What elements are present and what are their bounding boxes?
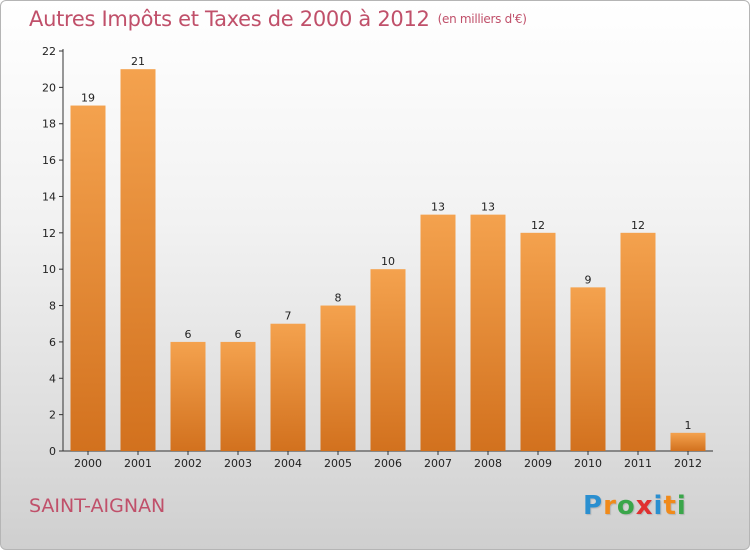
x-tick-label: 2012 <box>674 457 702 470</box>
y-tick-label: 8 <box>49 300 56 313</box>
bar-value-label: 6 <box>235 328 242 341</box>
y-tick-label: 2 <box>49 409 56 422</box>
x-tick-label: 2002 <box>174 457 202 470</box>
brand-logo-letter: r <box>603 491 617 521</box>
brand-logo-letter: P <box>583 491 604 521</box>
x-tick-label: 2004 <box>274 457 302 470</box>
bar-value-label: 10 <box>381 255 395 268</box>
bar <box>470 214 506 451</box>
x-tick-label: 2011 <box>624 457 652 470</box>
bar <box>270 323 306 451</box>
bar <box>70 105 106 451</box>
bar <box>420 214 456 451</box>
brand-logo: Proxiti <box>583 491 687 521</box>
y-tick-label: 20 <box>42 81 56 94</box>
brand-logo-letter: x <box>635 491 654 521</box>
bar-value-label: 1 <box>685 419 692 432</box>
y-tick-label: 0 <box>49 445 56 458</box>
x-tick-label: 2005 <box>324 457 352 470</box>
bar <box>120 69 156 451</box>
y-tick-label: 10 <box>42 263 56 276</box>
chart-title: Autres Impôts et Taxes de 2000 à 2012 (en… <box>29 7 527 31</box>
x-tick-label: 2007 <box>424 457 452 470</box>
bar <box>170 341 206 451</box>
bar <box>220 341 256 451</box>
y-tick-label: 14 <box>42 190 56 203</box>
y-tick-label: 4 <box>49 372 56 385</box>
y-tick-label: 18 <box>42 118 56 131</box>
bar <box>520 232 556 451</box>
bar <box>370 269 406 451</box>
x-tick-label: 2001 <box>124 457 152 470</box>
bar <box>670 432 706 451</box>
chart-unit: (en milliers d'€) <box>437 12 527 26</box>
commune-name: SAINT-AIGNAN <box>29 495 166 517</box>
x-tick-label: 2009 <box>524 457 552 470</box>
brand-logo-letter: i <box>653 491 664 521</box>
chart-title-text: Autres Impôts et Taxes de 2000 à 2012 <box>29 7 430 31</box>
brand-logo-letter: t <box>663 491 677 521</box>
brand-logo-letter: o <box>616 491 636 521</box>
bar-value-label: 7 <box>285 310 292 323</box>
bar-value-label: 13 <box>481 201 495 214</box>
y-tick-label: 16 <box>42 154 56 167</box>
bar <box>570 287 606 451</box>
bar-value-label: 12 <box>631 219 645 232</box>
bar-value-label: 8 <box>335 292 342 305</box>
brand-logo-letter: i <box>676 491 687 521</box>
bar-value-label: 19 <box>81 92 95 105</box>
bar <box>320 305 356 451</box>
y-tick-label: 12 <box>42 227 56 240</box>
bar-value-label: 9 <box>585 273 592 286</box>
bar <box>620 232 656 451</box>
x-tick-label: 2006 <box>374 457 402 470</box>
x-tick-label: 2003 <box>224 457 252 470</box>
bar-value-label: 6 <box>185 328 192 341</box>
x-tick-label: 2000 <box>74 457 102 470</box>
x-tick-label: 2010 <box>574 457 602 470</box>
bar-value-label: 12 <box>531 219 545 232</box>
bar-value-label: 13 <box>431 201 445 214</box>
y-tick-label: 22 <box>42 45 56 58</box>
y-tick-label: 6 <box>49 336 56 349</box>
bar-value-label: 21 <box>131 55 145 68</box>
x-tick-label: 2008 <box>474 457 502 470</box>
